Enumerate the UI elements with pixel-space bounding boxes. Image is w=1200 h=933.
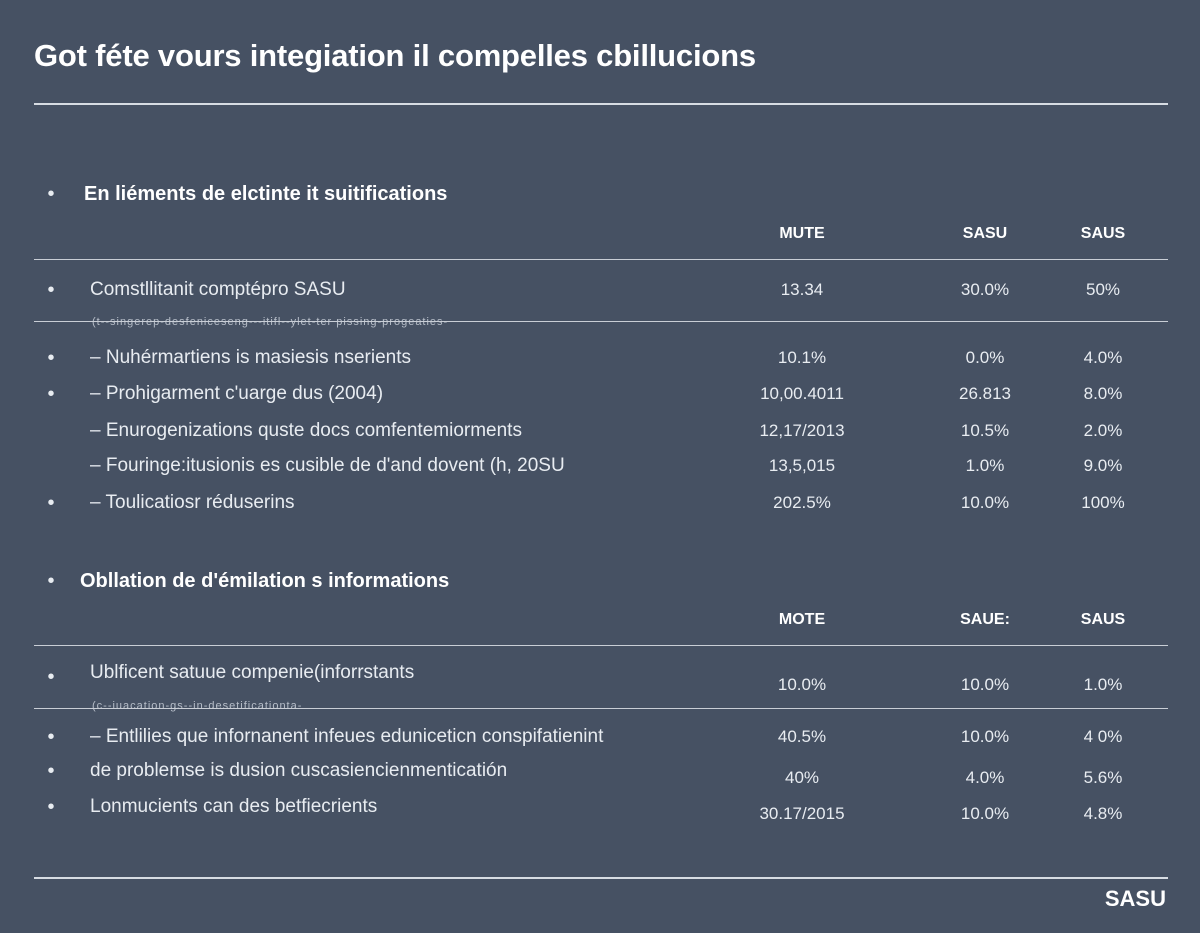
value-cell: 10.5% [960,421,1010,440]
bullet-icon: • [47,347,55,369]
row-divider [34,321,1168,322]
page-title: Got féte vours integiation il compelles … [34,38,756,73]
table-row: • de problemse is dusion cuscasiencienme… [0,756,1200,787]
value-cell: 10.0% [960,804,1010,823]
column-header: SASU [962,225,1008,242]
bullet-icon: • [47,726,55,748]
column-header: SAUE: [960,611,1010,628]
value-cell: 10.1% [777,348,827,367]
value-cell: 30.0% [960,280,1010,299]
value-cell: 4.0% [1083,348,1123,367]
value-cell: 13.34 [780,280,824,299]
value-cell: 10.0% [960,493,1010,512]
column-headers-2: MOTE SAUE: SAUS [0,605,1200,635]
row-label: – Fouringe:itusionis es cusible de d'and… [90,455,565,476]
row-label: – Prohigarment c'uarge dus (2004) [90,383,384,404]
value-cell: 40.5% [777,727,827,746]
title-divider [34,103,1168,105]
value-cell: 10.0% [960,727,1010,746]
footer-divider [34,877,1168,879]
table-row: • – Prohigarment c'uarge dus (2004) 10,0… [0,379,1200,409]
bullet-icon: • [47,383,55,405]
bullet-icon: • [47,492,55,514]
header-divider [34,259,1168,260]
value-cell: 13,5,015 [768,456,836,475]
value-cell: 0.0% [965,348,1005,367]
table-row: – Fouringe:itusionis es cusible de d'and… [0,451,1200,481]
table-row: • – Entlilies que infornanent infeues ed… [0,722,1200,752]
value-cell: 10,00.4011 [760,384,844,403]
row-divider [34,708,1168,709]
value-cell: 1.0% [965,456,1005,475]
row-label: – Entlilies que infornanent infeues edun… [90,726,604,747]
value-cell: 40% [784,768,820,787]
bullet-icon: • [47,183,55,205]
value-cell: 1.0% [1083,675,1123,694]
value-cell: 9.0% [1083,456,1123,475]
row-label: Comstllitanit comptépro SASU [90,279,346,300]
section-title: Obllation de d'émilation s informations [80,570,450,592]
row-label: Lonmucients can des betfiecrients [90,796,378,817]
table-row: • Comstllitanit comptépro SASU 13.34 30.… [0,275,1200,305]
value-cell: 4.8% [1083,804,1123,823]
column-headers-1: MUTE SASU SAUS [0,219,1200,249]
column-header: MUTE [779,225,825,242]
section-heading-1: • En liéments de elctinte it suitificati… [0,179,1200,209]
row-footnote: (c--iuacation-gs--in-desetificationta- [92,700,303,712]
value-cell: 5.6% [1083,768,1123,787]
bullet-icon: • [47,279,55,301]
value-cell: 50% [1085,280,1121,299]
row-label: – Enurogenizations quste docs comfentemi… [90,420,522,441]
table-row: – Enurogenizations quste docs comfentemi… [0,416,1200,446]
value-cell: 2.0% [1083,421,1123,440]
table-row: • Ublficent satuue compenie(inforrstants… [0,658,1200,694]
table-row: • Lonmucients can des betfiecrients 30.1… [0,792,1200,823]
bullet-icon: • [47,666,55,688]
row-label: de problemse is dusion cuscasiencienment… [90,760,508,781]
value-cell: 26.813 [959,384,1011,403]
bullet-icon: • [47,760,55,782]
value-cell: 4 0% [1083,727,1123,746]
value-cell: 30.17/2015 [759,804,845,823]
value-cell: 4.0% [965,768,1005,787]
value-cell: 12,17/2013 [759,421,845,440]
value-cell: 202.5% [773,493,831,512]
header-divider [34,645,1168,646]
bullet-icon: • [47,796,55,818]
value-cell: 8.0% [1083,384,1123,403]
bullet-icon: • [47,570,55,592]
column-header: MOTE [778,611,826,628]
column-header: SAUS [1080,611,1126,628]
row-label: – Nuhérmartiens is masiesis nserients [90,347,412,368]
table-row: • – Nuhérmartiens is masiesis nserients … [0,343,1200,373]
brand-logo: SASU [1104,886,1166,911]
column-header: SAUS [1080,225,1126,242]
value-cell: 10.0% [777,675,827,694]
table-row: • – Toulicatiosr réduserins 202.5% 10.0%… [0,488,1200,518]
section-heading-2: • Obllation de d'émilation s information… [0,566,1200,596]
row-footnote: (t--singerep-desfeniceseng---itifl--ylet… [92,316,449,328]
section-title: En liéments de elctinte it suitification… [84,183,448,205]
row-label: – Toulicatiosr réduserins [90,492,295,513]
value-cell: 100% [1081,493,1125,512]
row-label: Ublficent satuue compenie(inforrstants [90,662,415,683]
value-cell: 10.0% [960,675,1010,694]
